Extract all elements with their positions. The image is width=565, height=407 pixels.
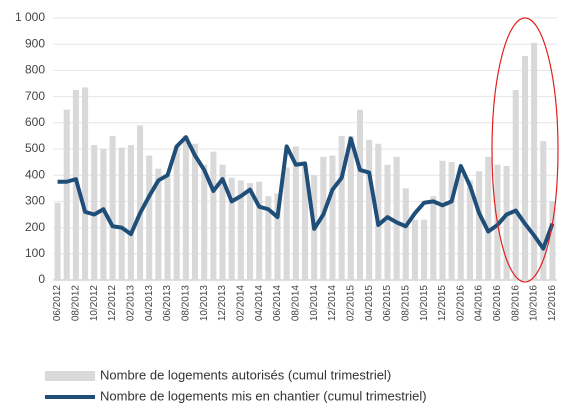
bar: [411, 219, 418, 280]
bar: [182, 135, 189, 280]
bar: [375, 143, 382, 280]
bar: [384, 164, 391, 280]
bar: [292, 146, 299, 280]
y-tick-label: 900: [25, 36, 45, 50]
y-tick-label: 300: [25, 194, 45, 208]
bar: [366, 139, 373, 280]
x-tick-label: 04/2013: [144, 285, 155, 322]
x-tick-label: 12/2016: [547, 285, 558, 322]
bar: [521, 55, 528, 280]
bar: [256, 181, 263, 280]
y-tick-label: 500: [25, 141, 45, 155]
x-tick-label: 06/2013: [162, 285, 173, 322]
y-tick-label: 100: [25, 246, 45, 260]
x-tick-label: 04/2015: [364, 285, 375, 322]
bar: [466, 180, 473, 280]
bar: [210, 151, 217, 280]
x-tick-label: 08/2016: [510, 285, 521, 322]
bar: [155, 168, 162, 280]
x-tick-label: 08/2013: [181, 285, 192, 322]
bar: [549, 201, 556, 280]
x-tick-label: 02/2013: [126, 285, 137, 322]
bar: [54, 202, 61, 280]
legend-label: Nombre de logements mis en chantier (cum…: [100, 388, 427, 403]
bar: [246, 183, 254, 280]
x-tick-label: 12/2015: [437, 285, 448, 322]
x-tick-label: 12/2012: [107, 285, 118, 322]
bar: [540, 141, 547, 280]
bar: [219, 164, 226, 280]
x-tick-label: 06/2014: [272, 285, 283, 322]
bar: [476, 171, 483, 280]
bar: [347, 135, 354, 280]
bar: [109, 135, 116, 280]
x-tick-label: 06/2012: [52, 285, 63, 322]
bar: [448, 162, 455, 280]
bar: [393, 156, 400, 280]
x-tick-label: 10/2013: [199, 285, 210, 322]
x-tick-label: 04/2014: [254, 285, 265, 322]
bar: [402, 188, 409, 280]
y-tick-label: 800: [25, 63, 45, 77]
bar: [237, 180, 244, 280]
y-tick-label: 200: [25, 220, 45, 234]
bar: [512, 90, 519, 280]
bar: [283, 167, 290, 280]
x-tick-label: 12/2013: [217, 285, 228, 322]
bar: [192, 143, 199, 280]
bar: [503, 166, 510, 280]
bar: [127, 145, 134, 280]
x-tick-label: 08/2012: [71, 285, 82, 322]
bar: [100, 149, 107, 280]
x-tick-label: 06/2016: [492, 285, 503, 322]
bar: [82, 87, 89, 281]
y-tick-label: 600: [25, 115, 45, 129]
bar: [356, 109, 364, 280]
bar: [146, 155, 153, 280]
y-tick-label: 0: [38, 272, 45, 286]
bar: [118, 147, 125, 280]
y-tick-label: 700: [25, 89, 45, 103]
legend-swatch: [45, 371, 95, 381]
bar: [320, 156, 327, 280]
bar: [63, 109, 70, 280]
x-tick-label: 08/2015: [400, 285, 411, 322]
bar: [430, 196, 437, 280]
bar: [485, 156, 492, 280]
bar: [531, 42, 538, 280]
bar: [228, 177, 235, 280]
bar: [439, 160, 446, 280]
x-tick-label: 02/2015: [345, 285, 356, 322]
bar: [173, 146, 180, 280]
bar: [265, 196, 272, 280]
x-tick-label: 04/2016: [474, 285, 485, 322]
bar: [301, 164, 309, 280]
x-tick-label: 10/2012: [89, 285, 100, 322]
bar: [274, 193, 281, 280]
highlight-ellipse: [491, 17, 559, 283]
bar: [421, 219, 428, 280]
line: [57, 135, 555, 251]
bar: [457, 175, 464, 280]
bar: [201, 164, 208, 280]
bar: [338, 135, 345, 280]
x-tick-label: 10/2015: [419, 285, 430, 322]
x-tick-label: 02/2016: [455, 285, 466, 322]
x-tick-label: 10/2016: [529, 285, 540, 322]
bar: [329, 155, 336, 280]
bar: [164, 175, 171, 280]
bar: [137, 125, 144, 280]
x-tick-label: 02/2014: [235, 285, 246, 322]
x-tick-label: 12/2014: [327, 285, 338, 322]
x-tick-label: 10/2014: [309, 285, 320, 322]
legend-label: Nombre de logements autorisés (cumul tri…: [100, 367, 391, 382]
y-tick-label: 400: [25, 167, 45, 181]
y-tick-label: 1 000: [15, 10, 45, 24]
x-tick-label: 06/2015: [382, 285, 393, 322]
x-tick-label: 08/2014: [290, 285, 301, 322]
